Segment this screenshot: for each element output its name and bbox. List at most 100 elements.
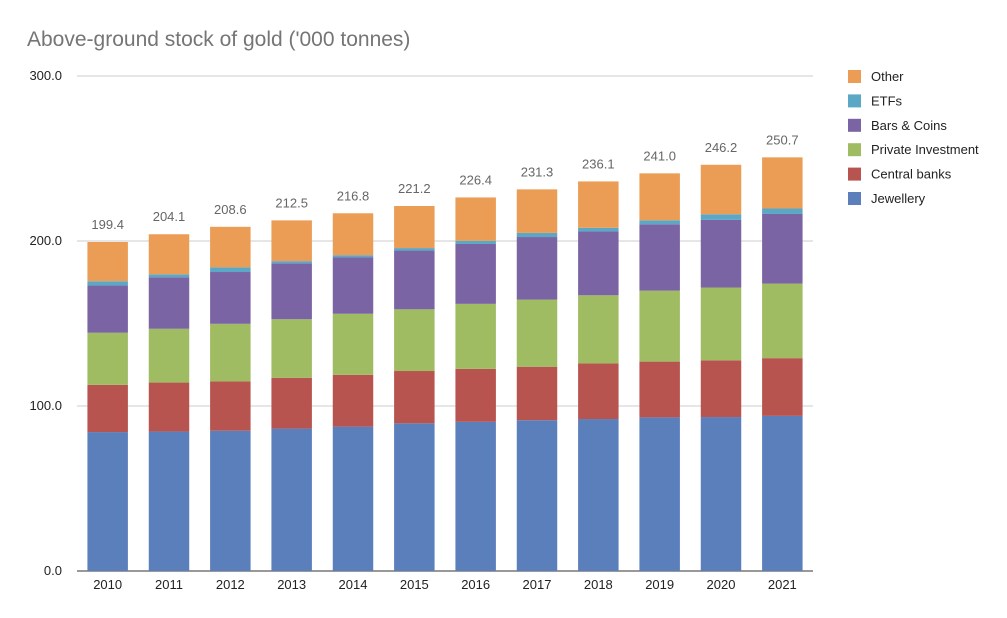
- bar-segment-bars-coins: [639, 224, 680, 291]
- bar-segment-jewellery: [210, 430, 251, 571]
- legend-swatch: [848, 167, 861, 181]
- bar-segment-central-banks: [394, 371, 435, 424]
- x-tick-label: 2020: [707, 577, 736, 592]
- bar-segment-bars-coins: [87, 285, 128, 333]
- legend-label: Other: [871, 69, 904, 84]
- x-tick-label: 2018: [584, 577, 613, 592]
- bar-total-label: 250.7: [766, 132, 799, 147]
- bar-segment-jewellery: [516, 420, 558, 571]
- x-tick-label: 2021: [768, 577, 797, 592]
- bar-segment-bars-coins: [455, 243, 496, 304]
- bar-segment-private-investment: [455, 303, 496, 369]
- bar-segment-bars-coins: [516, 237, 558, 300]
- bar-segment-etfs: [516, 232, 558, 238]
- bar-total-label: 246.2: [705, 140, 738, 155]
- y-tick-label: 200.0: [29, 233, 62, 248]
- x-tick-label: 2015: [400, 577, 429, 592]
- bar-segment-private-investment: [700, 287, 742, 361]
- bar-segment-jewellery: [394, 423, 435, 571]
- x-tick-label: 2012: [216, 577, 245, 592]
- bar-segment-central-banks: [578, 363, 619, 420]
- bar-segment-bars-coins: [332, 257, 374, 314]
- bar-segment-jewellery: [578, 419, 619, 571]
- legend-label: Jewellery: [871, 191, 926, 206]
- bar-segment-etfs: [762, 208, 803, 214]
- x-tick-label: 2014: [339, 577, 368, 592]
- legend-label: Private Investment: [871, 142, 979, 157]
- bar-total-label: 241.0: [643, 148, 676, 163]
- bar-segment-private-investment: [762, 283, 803, 359]
- x-tick-label: 2017: [523, 577, 552, 592]
- bar-segment-other: [516, 189, 558, 233]
- legend-swatch: [848, 118, 861, 132]
- bar-segment-jewellery: [148, 431, 190, 571]
- bar-segment-central-banks: [639, 361, 680, 418]
- x-tick-label: 2019: [645, 577, 674, 592]
- chart-title: Above-ground stock of gold ('000 tonnes): [27, 28, 410, 51]
- bar-segment-central-banks: [762, 358, 803, 416]
- bar-segment-etfs: [639, 220, 680, 225]
- x-tick-label: 2016: [461, 577, 490, 592]
- x-tick-label: 2010: [93, 577, 122, 592]
- bar-segment-central-banks: [700, 360, 742, 418]
- bar-segment-other: [271, 220, 312, 262]
- legend-label: ETFs: [871, 93, 903, 108]
- bar-segment-central-banks: [271, 377, 312, 429]
- bar-segment-other: [639, 173, 680, 221]
- bar-total-label: 236.1: [582, 156, 615, 171]
- bar-segment-other: [148, 234, 190, 275]
- bar-segment-bars-coins: [394, 250, 435, 310]
- bar-segment-etfs: [210, 267, 251, 273]
- x-tick-label: 2013: [277, 577, 306, 592]
- bar-segment-central-banks: [516, 366, 558, 421]
- bar-segment-jewellery: [271, 428, 312, 571]
- bar-segment-bars-coins: [148, 277, 190, 329]
- bar-total-label: 216.8: [337, 188, 370, 203]
- bar-segment-jewellery: [455, 421, 496, 571]
- bar-segment-jewellery: [762, 415, 803, 571]
- bar-segment-other: [87, 241, 128, 282]
- bar-segment-private-investment: [332, 313, 374, 375]
- bar-segment-etfs: [87, 281, 128, 286]
- bar-total-label: 208.6: [214, 202, 247, 217]
- bar-segment-private-investment: [516, 299, 558, 367]
- bar-segment-private-investment: [394, 309, 435, 372]
- bar-segment-other: [700, 164, 742, 215]
- bar-segment-other: [394, 206, 435, 249]
- bar-total-label: 204.1: [153, 209, 186, 224]
- legend-swatch: [848, 143, 861, 157]
- y-tick-label: 0.0: [44, 563, 62, 578]
- bar-segment-etfs: [700, 214, 742, 220]
- gridlines: [77, 75, 813, 572]
- x-axis: 2010 2011 2012 2013 2014 2015 2016 2017 2018 2019…: [93, 577, 797, 592]
- bar-segment-bars-coins: [762, 213, 803, 284]
- legend-label: Central banks: [871, 167, 952, 182]
- bar-segment-other: [762, 157, 803, 209]
- bar-segment-private-investment: [210, 323, 251, 382]
- bar-segment-jewellery: [332, 426, 374, 571]
- bar-total-label: 221.2: [398, 181, 431, 196]
- bars: [87, 157, 803, 571]
- legend-swatch: [848, 192, 861, 205]
- legend-swatch: [848, 70, 861, 83]
- bar-segment-jewellery: [639, 417, 680, 571]
- bar-total-label: 226.4: [459, 172, 492, 187]
- y-axis: 0.0 100.0 200.0 300.0: [29, 68, 62, 578]
- bar-segment-other: [332, 213, 374, 256]
- bar-segment-other: [455, 197, 496, 241]
- y-tick-label: 100.0: [29, 398, 62, 413]
- bar-segment-etfs: [332, 255, 374, 258]
- bar-segment-etfs: [455, 240, 496, 244]
- x-tick-label: 2011: [155, 577, 183, 592]
- bar-total-label: 212.5: [275, 195, 308, 210]
- bar-segment-etfs: [394, 248, 435, 251]
- bar-segment-bars-coins: [700, 219, 742, 288]
- bar-segment-etfs: [148, 274, 190, 278]
- bar-segment-private-investment: [87, 332, 128, 385]
- bar-segment-other: [210, 226, 251, 268]
- bar-segment-central-banks: [148, 382, 190, 432]
- bar-segment-bars-coins: [210, 272, 251, 324]
- bar-segment-private-investment: [639, 290, 680, 362]
- bar-segment-etfs: [271, 261, 312, 264]
- bar-totals: 199.4 204.1 208.6 212.5 216.8 221.2 226.4 231.3…: [91, 132, 798, 232]
